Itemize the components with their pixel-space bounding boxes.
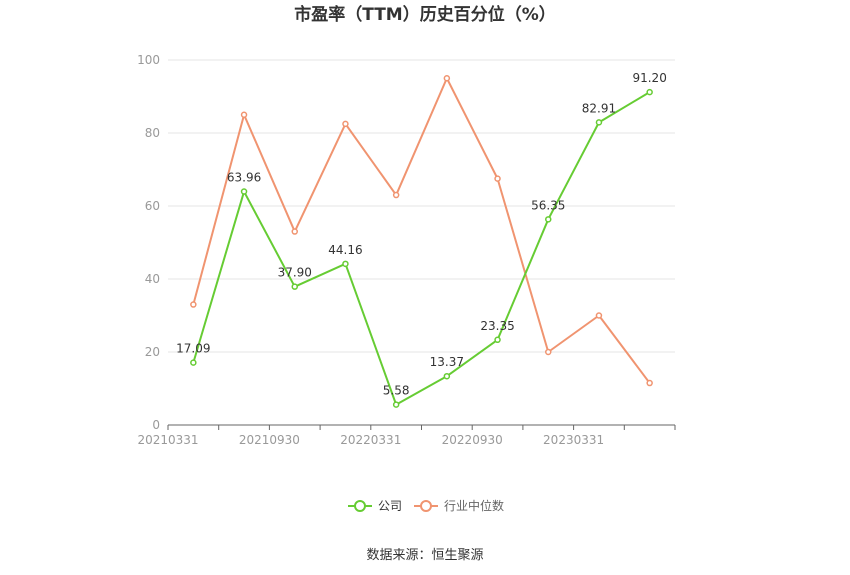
x-tick-label: 20210930: [239, 433, 300, 447]
data-point: [494, 175, 501, 182]
data-label: 17.09: [176, 342, 210, 356]
data-point: [646, 379, 653, 387]
x-tick-label: 20210331: [137, 433, 198, 447]
y-tick-label: 40: [145, 272, 160, 286]
data-point: [443, 75, 451, 82]
data-label: 13.37: [430, 355, 464, 369]
y-axis: 0 20 40 60 80 100: [137, 53, 160, 432]
source-text: 数据来源：恒生聚源: [366, 548, 483, 563]
data-point: [342, 120, 349, 128]
data-label: 23.35: [480, 319, 514, 333]
data-point: [291, 228, 298, 235]
series-line-1: [192, 77, 651, 384]
data-label: 44.16: [328, 243, 362, 257]
data-point: [545, 348, 552, 356]
x-tick-label: 20220331: [340, 433, 401, 447]
legend-item-0[interactable]: 公司: [348, 499, 402, 513]
legend-marker-icon: [354, 500, 366, 512]
x-axis: 20210331 20210930 20220331 20220930 20230331: [137, 424, 676, 447]
x-tick-label: 20230331: [543, 433, 604, 447]
chart-title: 市盈率（TTM）历史百分位（%）: [294, 4, 556, 25]
data-point: [646, 88, 653, 96]
y-tick-label: 100: [137, 53, 160, 67]
y-tick-label: 0: [152, 418, 160, 432]
data-point: [392, 401, 400, 408]
series-points: [190, 75, 653, 408]
data-point: [240, 188, 248, 195]
data-label: 37.90: [278, 266, 312, 280]
data-point: [595, 312, 603, 319]
data-labels: 17.09 63.96 37.90 44.16 5.58 13.37 23.35 56.35 8…: [176, 71, 667, 398]
data-label: 82.91: [582, 101, 616, 115]
data-point: [494, 336, 501, 344]
x-tick-label: 20220930: [442, 433, 503, 447]
legend-item-1[interactable]: 行业中位数: [414, 498, 504, 513]
legend-label: 行业中位数: [444, 498, 504, 513]
data-point: [342, 260, 349, 268]
data-point: [190, 301, 197, 308]
legend[interactable]: 公司 行业中位数: [348, 498, 504, 513]
data-point: [240, 111, 248, 118]
data-point: [291, 283, 298, 290]
y-tick-label: 60: [145, 199, 160, 213]
data-label: 91.20: [632, 71, 666, 85]
data-label: 56.35: [531, 198, 565, 212]
data-label: 5.58: [383, 384, 410, 398]
legend-label: 公司: [378, 499, 402, 513]
data-point: [443, 372, 451, 380]
data-point: [190, 359, 197, 366]
y-tick-label: 20: [145, 345, 160, 359]
data-point: [595, 119, 603, 126]
data-label: 63.96: [227, 171, 261, 185]
legend-marker-icon: [420, 500, 432, 512]
data-point: [545, 216, 552, 223]
y-tick-label: 80: [145, 126, 160, 140]
data-point: [392, 191, 400, 199]
series-lines: [192, 77, 651, 406]
series-line-0: [192, 91, 651, 406]
